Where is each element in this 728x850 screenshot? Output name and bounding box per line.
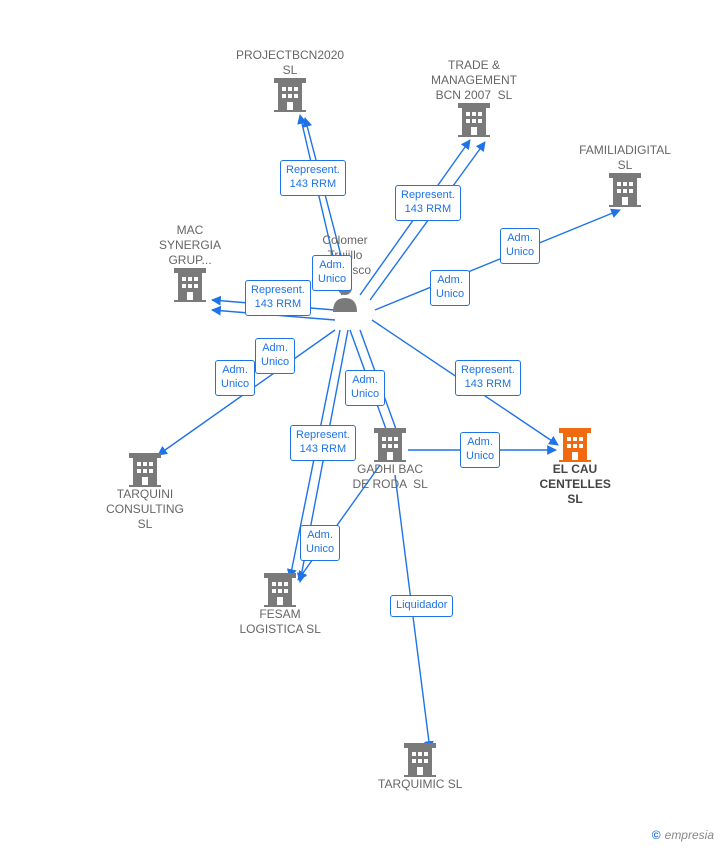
node-label: FESAM LOGISTICA SL: [240, 607, 321, 637]
node-label: TARQUIMIC SL: [378, 777, 462, 792]
edge-line: [375, 210, 620, 310]
edge-label: Adm. Unico: [430, 270, 470, 306]
node-elcau[interactable]: EL CAU CENTELLES SL: [540, 428, 611, 507]
node-label: MAC SYNERGIA GRUP...: [159, 223, 221, 268]
diagram-canvas: { "canvas": { "width": 728, "height": 85…: [0, 0, 728, 850]
edge-label: Adm. Unico: [312, 255, 352, 291]
copyright-symbol: ©: [652, 828, 661, 842]
edge-label: Represent. 143 RRM: [280, 160, 346, 196]
building-icon: [378, 743, 462, 777]
node-mac[interactable]: MAC SYNERGIA GRUP...: [159, 223, 221, 302]
building-icon: [579, 173, 671, 207]
edge-label: Adm. Unico: [500, 228, 540, 264]
building-icon: [106, 453, 184, 487]
edges-layer: [0, 0, 728, 850]
building-icon: [431, 103, 517, 137]
node-label: EL CAU CENTELLES SL: [540, 462, 611, 507]
edge-label: Adm. Unico: [460, 432, 500, 468]
node-label: GADHI BAC DE RODA SL: [353, 462, 428, 492]
edge-label: Adm. Unico: [255, 338, 295, 374]
edge-label: Adm. Unico: [300, 525, 340, 561]
edge-label: Adm. Unico: [215, 360, 255, 396]
building-icon: [353, 428, 428, 462]
node-label: PROJECTBCN2020 SL: [236, 48, 344, 78]
node-tarquimic[interactable]: TARQUIMIC SL: [378, 743, 462, 792]
node-tarquini[interactable]: TARQUINI CONSULTING SL: [106, 453, 184, 532]
node-label: TARQUINI CONSULTING SL: [106, 487, 184, 532]
edge-label: Liquidador: [390, 595, 453, 617]
node-label: TRADE & MANAGEMENT BCN 2007 SL: [431, 58, 517, 103]
edge-label: Represent. 143 RRM: [290, 425, 356, 461]
watermark-text: empresia: [665, 828, 714, 842]
building-icon: [240, 573, 321, 607]
watermark: © empresia: [652, 828, 714, 842]
node-label: FAMILIADIGITAL SL: [579, 143, 671, 173]
node-gadhi[interactable]: GADHI BAC DE RODA SL: [353, 428, 428, 492]
edge-label: Represent. 143 RRM: [245, 280, 311, 316]
building-icon: [159, 268, 221, 302]
building-icon: [236, 78, 344, 112]
edge-label: Represent. 143 RRM: [455, 360, 521, 396]
node-projectbcn[interactable]: PROJECTBCN2020 SL: [236, 48, 344, 112]
node-trade[interactable]: TRADE & MANAGEMENT BCN 2007 SL: [431, 58, 517, 137]
edge-label: Represent. 143 RRM: [395, 185, 461, 221]
node-fesam[interactable]: FESAM LOGISTICA SL: [240, 573, 321, 637]
building-icon: [540, 428, 611, 462]
edge-label: Adm. Unico: [345, 370, 385, 406]
node-familia[interactable]: FAMILIADIGITAL SL: [579, 143, 671, 207]
